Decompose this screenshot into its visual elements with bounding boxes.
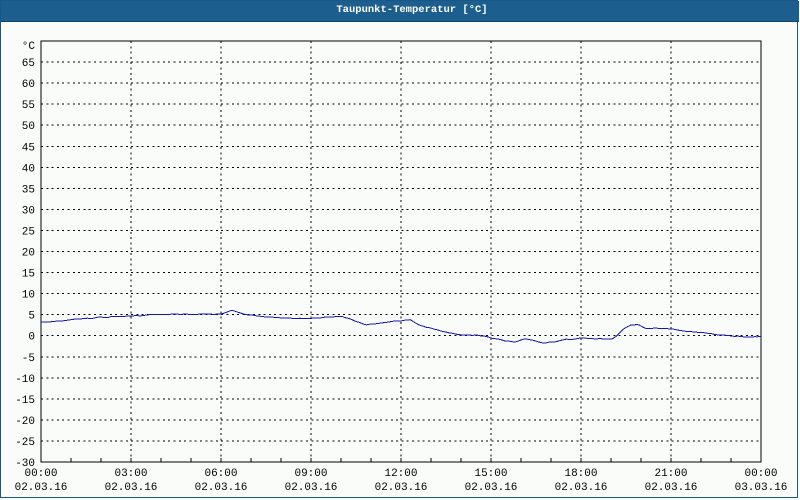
svg-text:02.03.16: 02.03.16 (195, 482, 248, 494)
svg-text:02.03.16: 02.03.16 (15, 482, 68, 494)
svg-text:06:00: 06:00 (204, 468, 237, 480)
svg-text:-25: -25 (15, 437, 35, 449)
svg-text:35: 35 (22, 184, 35, 196)
svg-text:15:00: 15:00 (474, 468, 507, 480)
svg-text:02.03.16: 02.03.16 (105, 482, 158, 494)
svg-text:50: 50 (22, 121, 35, 133)
svg-text:°C: °C (22, 41, 36, 53)
svg-text:03.03.16: 03.03.16 (735, 482, 788, 494)
svg-text:25: 25 (22, 226, 35, 238)
svg-text:02.03.16: 02.03.16 (465, 482, 518, 494)
svg-text:-20: -20 (15, 416, 35, 428)
svg-text:45: 45 (22, 142, 35, 154)
svg-text:02.03.16: 02.03.16 (645, 482, 698, 494)
svg-text:09:00: 09:00 (294, 468, 327, 480)
svg-text:0: 0 (28, 332, 35, 344)
svg-text:00:00: 00:00 (24, 468, 57, 480)
svg-text:12:00: 12:00 (384, 468, 417, 480)
svg-text:-15: -15 (15, 395, 35, 407)
svg-text:-5: -5 (22, 353, 35, 365)
svg-text:00:00: 00:00 (744, 468, 777, 480)
svg-text:30: 30 (22, 205, 35, 217)
svg-text:03:00: 03:00 (114, 468, 147, 480)
svg-text:18:00: 18:00 (564, 468, 597, 480)
svg-text:20: 20 (22, 248, 35, 260)
svg-text:5: 5 (28, 311, 35, 323)
svg-text:55: 55 (22, 100, 35, 112)
svg-text:02.03.16: 02.03.16 (285, 482, 338, 494)
svg-text:15: 15 (22, 269, 35, 281)
svg-text:10: 10 (22, 290, 35, 302)
svg-text:40: 40 (22, 163, 35, 175)
svg-text:-10: -10 (15, 374, 35, 386)
svg-text:65: 65 (22, 58, 35, 70)
svg-text:02.03.16: 02.03.16 (555, 482, 608, 494)
svg-text:60: 60 (22, 79, 35, 91)
svg-text:21:00: 21:00 (654, 468, 687, 480)
svg-text:02.03.16: 02.03.16 (375, 482, 428, 494)
